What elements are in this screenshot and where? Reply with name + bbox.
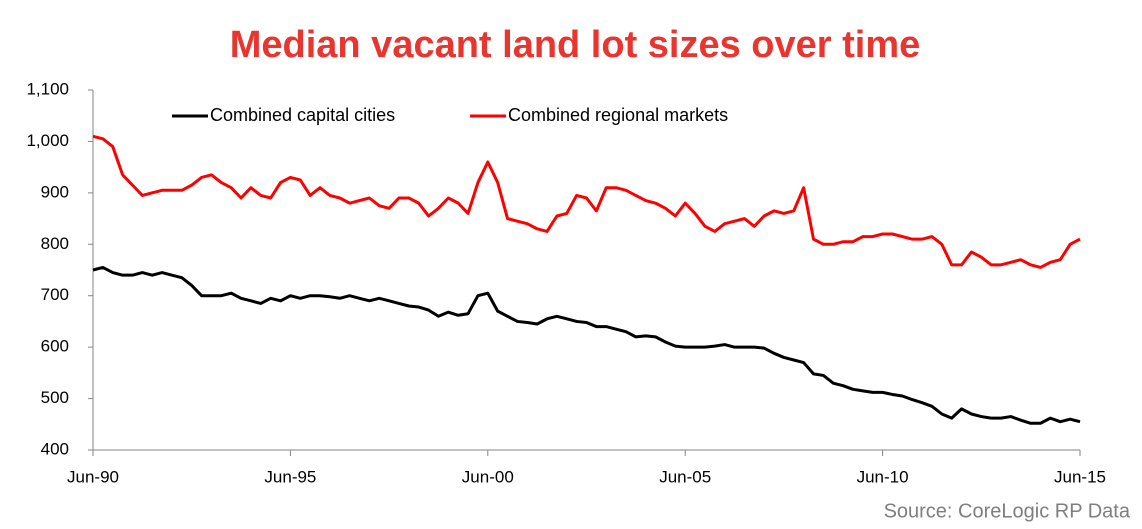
legend-label: Combined regional markets [508, 105, 728, 125]
y-tick-label: 800 [41, 234, 69, 253]
x-tick-label: Jun-05 [659, 467, 711, 486]
y-tick-label: 900 [41, 182, 69, 201]
y-tick-label: 400 [41, 439, 69, 458]
y-tick-label: 1,000 [26, 131, 69, 150]
x-tick-label: Jun-15 [1054, 467, 1106, 486]
y-tick-label: 700 [41, 285, 69, 304]
y-tick-label: 1,100 [26, 79, 69, 98]
x-tick-label: Jun-00 [462, 467, 514, 486]
y-tick-label: 600 [41, 337, 69, 356]
chart-title: Median vacant land lot sizes over time [230, 24, 921, 66]
source-note: Source: CoreLogic RP Data [884, 500, 1131, 522]
x-tick-label: Jun-95 [264, 467, 316, 486]
series-line [92, 134, 1081, 269]
x-tick-label: Jun-10 [857, 467, 909, 486]
y-tick-label: 500 [41, 388, 69, 407]
x-tick-label: Jun-90 [67, 467, 119, 486]
series-line [92, 265, 1081, 425]
legend-label: Combined capital cities [210, 105, 395, 125]
